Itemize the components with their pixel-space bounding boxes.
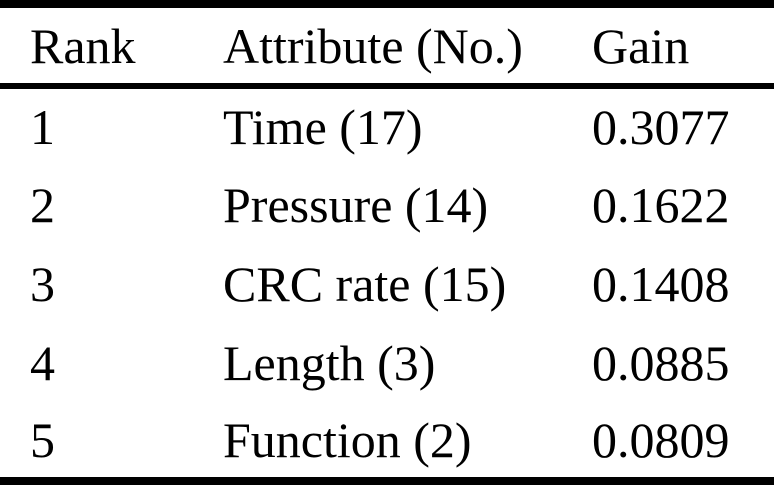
table-row: 1 Time (17) 0.3077 <box>0 86 774 165</box>
table-row: 5 Function (2) 0.0809 <box>0 402 774 481</box>
column-header-attribute: Attribute (No.) <box>223 4 592 89</box>
attribute-cell: Time (17) <box>223 99 423 155</box>
gain-cell: 0.0885 <box>592 334 730 391</box>
rank-cell: 3 <box>30 255 55 312</box>
gain-cell: 0.1622 <box>592 176 730 233</box>
gain-cell: 0.1408 <box>592 255 730 312</box>
gain-cell: 0.3077 <box>592 99 730 155</box>
attribute-cell: CRC rate (15) <box>223 255 507 312</box>
gain-cell: 0.0809 <box>592 411 730 468</box>
rank-cell: 4 <box>30 334 55 391</box>
table-row: 2 Pressure (14) 0.1622 <box>0 165 774 244</box>
table-row: 3 CRC rate (15) 0.1408 <box>0 244 774 323</box>
table-row: 4 Length (3) 0.0885 <box>0 323 774 402</box>
attribute-cell: Function (2) <box>223 411 472 468</box>
column-header-gain: Gain <box>592 4 774 89</box>
rank-cell: 5 <box>30 411 55 468</box>
column-header-rank: Rank <box>0 4 223 89</box>
attribute-cell: Pressure (14) <box>223 176 489 233</box>
rank-cell: 2 <box>30 176 55 233</box>
table-header-row: Rank Attribute (No.) Gain <box>0 4 774 89</box>
rank-cell: 1 <box>30 99 55 155</box>
attribute-cell: Length (3) <box>223 334 436 391</box>
